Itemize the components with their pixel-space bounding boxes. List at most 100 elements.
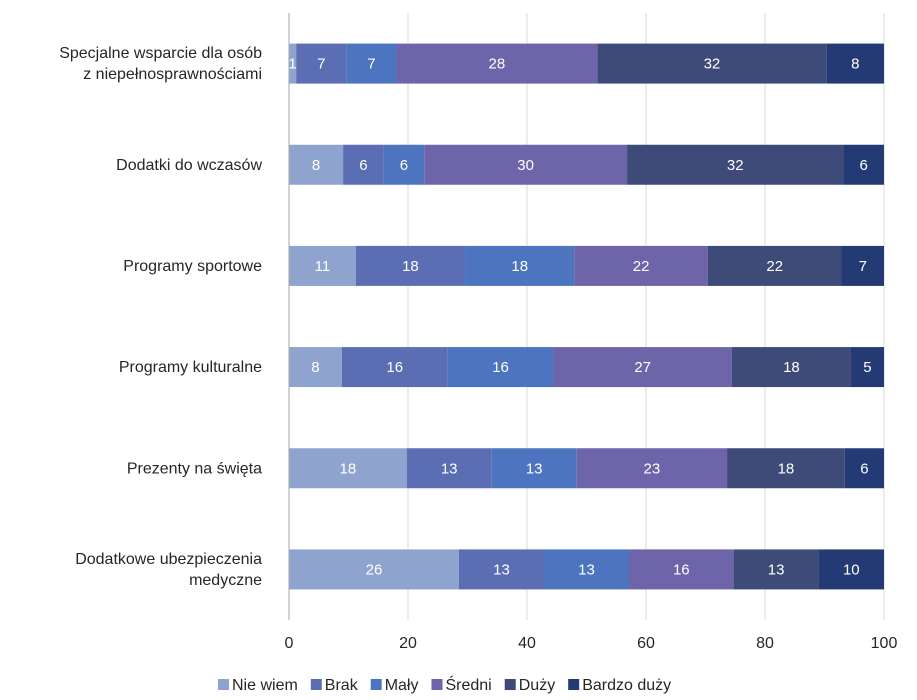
legend-swatch [310,679,322,690]
data-label: 7 [859,258,867,275]
tick-label: 0 [285,635,294,652]
bar-segment [491,448,577,489]
category-label: Dodatkowe ubezpieczenia medyczne [75,551,262,589]
data-label: 5 [863,359,871,376]
bar-segment [459,549,544,590]
legend-label: Średni [445,675,491,694]
data-label: 30 [517,157,534,174]
bar-group: 26 13 13 16 13 10 [289,549,884,590]
legend-label: Nie wiem [232,677,298,694]
legend-item: Nie wiem [218,677,298,694]
data-label: 18 [783,359,800,376]
bar-segment [818,549,884,590]
bar-group: 11 18 18 22 22 7 [289,245,884,286]
data-label: 28 [489,56,506,73]
bar-segment [355,245,466,286]
legend-label: Brak [325,677,359,694]
bar-segment [574,245,708,286]
bar-segment [289,448,407,489]
data-label: 22 [633,258,650,275]
bar-segment [731,347,851,388]
category-label: Programy kulturalne [119,359,262,376]
legend-item: Bardzo duży [568,677,671,694]
gridlines [407,13,885,620]
data-label: 16 [386,359,403,376]
legend-item: Brak [310,677,359,694]
data-label: 16 [673,561,690,578]
bar-segment [629,549,734,590]
category-label: Dodatki do wczasów [116,157,262,174]
bar-segment [841,245,884,286]
legend-label: Mały [385,677,419,694]
legend-swatch [568,679,580,690]
bar-segment [843,144,884,185]
bar-segment [396,43,598,84]
data-label: 8 [851,56,859,73]
bar-segment [826,43,884,84]
bar-segment [553,347,732,388]
data-label: 8 [311,359,319,376]
category-label: Prezenty na święta [127,460,262,477]
bar-segment [627,144,844,185]
bar-segment [544,549,629,590]
legend-label: Bardzo duży [582,677,671,694]
bar-segment [406,448,492,489]
data-label: 26 [366,561,383,578]
legend-item: Mały [370,677,419,694]
legend-swatch [431,679,443,690]
data-label: 13 [493,561,510,578]
data-label: 32 [704,56,721,73]
tick-label: 60 [637,635,655,652]
data-label: 11 [315,258,331,275]
legend-swatch [218,679,229,690]
legend-swatch [370,679,382,690]
category-labels: Specjalne wsparcie dla osób z niepełnospr… [59,45,262,589]
data-label: 18 [340,460,357,477]
data-label: 6 [860,460,868,477]
data-label: 6 [400,157,408,174]
bar-group: 8 16 16 27 18 5 [289,347,884,388]
bar-segment [707,245,842,286]
data-label: 18 [511,258,528,275]
legend-swatch [504,679,516,690]
bar-segment [383,144,425,185]
tick-label: 80 [756,635,774,652]
tick-label: 20 [399,635,417,652]
legend: Nie wiem Brak Mały Średni Duży Bardzo duży [218,675,671,694]
data-label: 7 [317,56,325,73]
bar-segment [289,549,459,590]
bar-segment [289,245,356,286]
data-label: 23 [644,460,661,477]
bar-segment [346,43,397,84]
legend-item: Duży [504,677,555,694]
legend-item: Średni [431,675,492,694]
data-label: 13 [526,460,543,477]
data-label: 16 [492,359,509,376]
value-axis: 0 20 40 60 80 100 [285,13,897,652]
data-label: 8 [312,157,320,174]
category-label: Specjalne wsparcie dla osób z niepełnospr… [59,45,262,83]
data-label: 13 [441,460,458,477]
bar-segment [296,43,347,84]
bar-group: 1 7 7 28 32 8 [288,43,884,84]
bars: 1 7 7 28 32 88 6 6 30 32 611 18 18 22 22 78 16 16 27 18 518 1… [288,43,884,590]
bar-segment [289,43,297,84]
data-label: 18 [402,258,419,275]
data-label: 13 [768,561,785,578]
bar-segment [343,144,384,185]
data-label: 18 [778,460,795,477]
bar-segment [733,549,819,590]
bar-segment [844,448,884,489]
legend-label: Duży [519,677,555,694]
bar-group: 18 13 13 23 18 6 [289,448,884,489]
data-label: 13 [578,561,595,578]
data-label: 6 [359,157,367,174]
bar-segment [850,347,884,388]
data-label: 10 [843,561,860,578]
data-label: 32 [727,157,744,174]
bar-segment [447,347,554,388]
data-label: 1 [288,56,296,73]
data-label: 22 [766,258,783,275]
bar-segment [424,144,628,185]
